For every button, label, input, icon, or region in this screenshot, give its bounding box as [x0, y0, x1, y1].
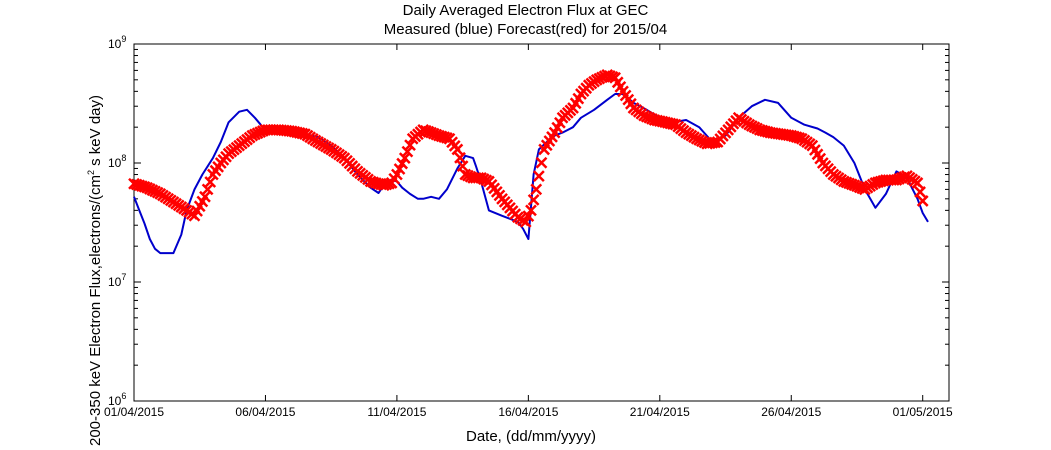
- forecast-marker-stroke: [367, 176, 380, 189]
- forecast-marker: [454, 151, 466, 164]
- plot-frame: [133, 43, 950, 402]
- series-layer: [128, 69, 929, 255]
- forecast-marker-stroke: [398, 152, 411, 164]
- forecast-marker-stroke: [404, 139, 416, 152]
- y-tick-label: 107: [108, 272, 126, 289]
- forecast-marker-stroke: [535, 156, 548, 169]
- forecast-marker-stroke: [609, 71, 621, 84]
- y-axis-label: 200-350 keV Electron Flux,electrons/(cm2…: [86, 95, 104, 446]
- forecast-marker-stroke: [138, 181, 151, 193]
- forecast-marker: [456, 160, 469, 173]
- x-tick-label: 01/05/2015: [893, 405, 953, 419]
- x-tick-label: 16/04/2015: [498, 405, 558, 419]
- x-tick-label: 21/04/2015: [630, 405, 690, 419]
- forecast-marker: [451, 143, 464, 156]
- y-tick-label: 106: [108, 391, 126, 408]
- forecast-marker-stroke: [201, 183, 214, 196]
- forecast-marker: [404, 139, 416, 152]
- forecast-marker-stroke: [472, 171, 485, 184]
- x-tick-label: 01/04/2015: [104, 405, 164, 419]
- forecast-marker-stroke: [435, 130, 448, 143]
- y-axis-label-prefix: 200-350 keV Electron Flux,electrons/(cm: [87, 175, 104, 446]
- forecast-marker-stroke: [614, 80, 627, 93]
- forecast-marker: [916, 195, 929, 207]
- y-axis-label-superscript: 2: [86, 170, 96, 176]
- y-tick-label: 108: [108, 153, 126, 170]
- forecast-marker-stroke: [296, 127, 309, 140]
- forecast-marker-stroke: [130, 178, 143, 191]
- forecast-marker: [204, 176, 217, 188]
- forecast-marker-stroke: [364, 175, 377, 188]
- axis-ticks: [133, 43, 949, 402]
- forecast-marker: [911, 177, 924, 189]
- forecast-marker-stroke: [433, 129, 445, 142]
- forecast-marker-stroke: [527, 193, 540, 206]
- forecast-marker: [398, 152, 411, 164]
- forecast-marker: [525, 204, 537, 217]
- forecast-marker-stroke: [916, 195, 929, 207]
- forecast-marker-stroke: [136, 180, 148, 192]
- chart-title: Daily Averaged Electron Flux at GEC: [402, 2, 649, 19]
- forecast-marker: [914, 186, 926, 198]
- forecast-marker-stroke: [667, 118, 679, 130]
- forecast-marker-stroke: [788, 130, 800, 143]
- forecast-marker-stroke: [199, 190, 211, 203]
- forecast-marker-stroke: [369, 177, 382, 189]
- forecast-marker-stroke: [785, 129, 798, 142]
- y-axis-label-suffix: s keV day): [87, 95, 104, 171]
- forecast-marker-stroke: [530, 183, 543, 196]
- forecast-marker: [401, 145, 414, 158]
- forecast-marker-stroke: [911, 177, 924, 189]
- forecast-marker-stroke: [204, 176, 217, 188]
- forecast-marker-stroke: [611, 76, 624, 89]
- forecast-marker-stroke: [664, 117, 677, 130]
- chart-subtitle: Measured (blue) Forecast(red) for 2015/0…: [383, 21, 668, 38]
- forecast-marker: [532, 170, 545, 182]
- forecast-marker-stroke: [128, 177, 140, 190]
- forecast-marker-stroke: [438, 131, 451, 144]
- forecast-marker: [199, 190, 211, 203]
- forecast-marker-stroke: [293, 127, 306, 139]
- forecast-marker: [201, 183, 214, 196]
- forecast-marker: [527, 193, 540, 206]
- tick-labels: 01/04/2015 06/04/2015 11/04/2015 16/04/2015…: [104, 34, 953, 419]
- x-tick-label: 11/04/2015: [367, 405, 426, 419]
- forecast-marker-stroke: [914, 186, 926, 198]
- forecast-marker-stroke: [133, 179, 146, 192]
- forecast-marker-stroke: [401, 145, 414, 158]
- x-tick-label: 26/04/2015: [761, 405, 821, 419]
- forecast-marker-stroke: [793, 132, 806, 144]
- forecast-marker: [535, 156, 548, 169]
- forecast-marker-stroke: [525, 204, 537, 217]
- x-axis-label: Date, (dd/mm/yyyy): [466, 428, 597, 445]
- forecast-marker: [530, 183, 543, 196]
- forecast-marker-stroke: [451, 143, 464, 156]
- forecast-marker-stroke: [532, 170, 545, 182]
- forecast-marker-stroke: [456, 160, 469, 173]
- x-tick-label: 06/04/2015: [235, 405, 295, 419]
- y-tick-label: 109: [108, 34, 126, 51]
- forecast-marker-stroke: [790, 131, 803, 144]
- forecast-marker-stroke: [454, 151, 466, 164]
